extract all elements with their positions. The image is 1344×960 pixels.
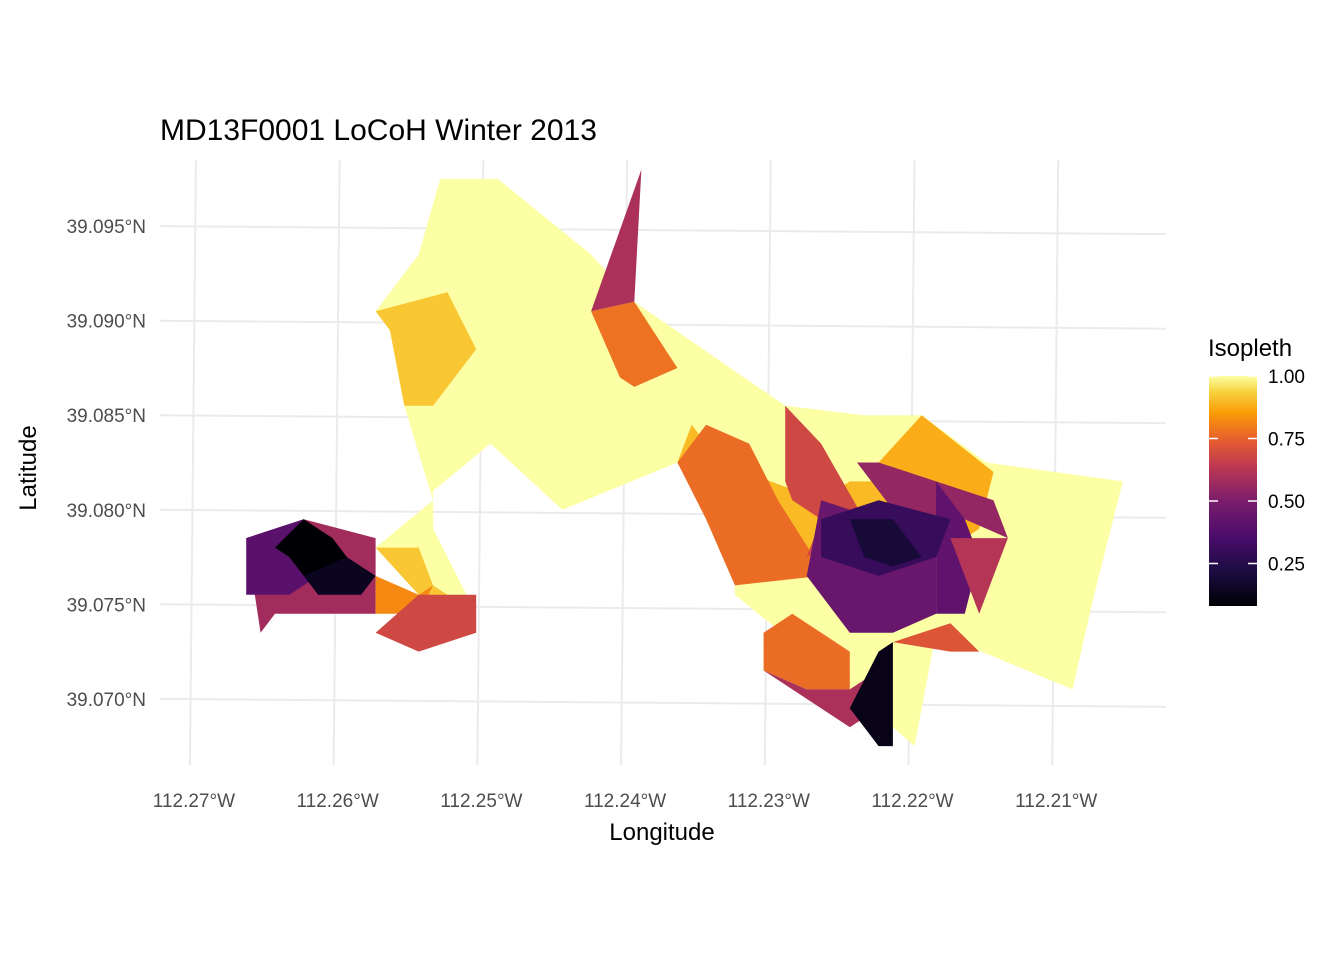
y-axis-ticks: 39.095°N 39.090°N 39.085°N 39.080°N 39.075°N… <box>67 217 146 711</box>
isopleth-polygon-24 <box>375 594 477 652</box>
legend-tick-label-2: 0.50 <box>1268 492 1305 513</box>
x-tick-label-2: 112.25°W <box>440 791 522 812</box>
isopleth-polygons <box>246 169 1123 747</box>
isopleth-polygon-18 <box>950 538 1008 614</box>
y-tick-label-0: 39.095°N <box>67 217 146 238</box>
isopleth-polygon-7 <box>677 424 822 586</box>
isopleth-polygon-4 <box>375 547 477 614</box>
x-tick-label-1: 112.26°W <box>297 791 379 812</box>
y-tick-label-5: 39.070°N <box>67 690 146 711</box>
legend: Isopleth 1.00 0.75 0.50 0.25 <box>1208 335 1305 606</box>
isopleth-polygon-5 <box>591 301 678 387</box>
x-tick-label-4: 112.23°W <box>728 791 810 812</box>
x-tick-label-5: 112.22°W <box>871 791 953 812</box>
isopleth-polygon-1 <box>375 292 477 406</box>
x-tick-label-0: 112.27°W <box>153 791 235 812</box>
isopleth-polygon-6 <box>591 169 642 312</box>
isopleth-polygon-13 <box>857 462 1008 539</box>
isopleth-polygon-10 <box>763 670 879 747</box>
y-tick-label-2: 39.085°N <box>67 406 146 427</box>
legend-colorbar <box>1209 376 1257 606</box>
x-tick-label-3: 112.24°W <box>584 791 666 812</box>
y-tick-label-4: 39.075°N <box>67 595 146 616</box>
x-gridline-0 <box>188 159 197 766</box>
isopleth-polygon-9 <box>763 613 850 690</box>
legend-tick-label-1: 0.75 <box>1268 430 1305 451</box>
y-gridline-0 <box>159 225 1167 236</box>
chart-title: MD13F0001 LoCoH Winter 2013 <box>160 114 597 147</box>
legend-ticks: 1.00 0.75 0.50 0.25 <box>1209 367 1305 576</box>
y-tick-label-1: 39.090°N <box>67 312 146 333</box>
y-gridline-5 <box>159 697 1167 708</box>
x-axis-ticks: 112.27°W 112.26°W 112.25°W 112.24°W 112.23°W… <box>153 791 1098 812</box>
isopleth-polygon-22 <box>303 557 376 595</box>
x-gridline-1 <box>332 159 341 766</box>
legend-title: Isopleth <box>1208 335 1292 362</box>
isopleth-polygon-21 <box>275 519 347 576</box>
legend-tick-label-3: 0.25 <box>1268 555 1305 576</box>
x-tick-label-6: 112.21°W <box>1015 791 1097 812</box>
y-tick-label-3: 39.080°N <box>67 501 146 522</box>
x-axis-title: Longitude <box>609 819 714 846</box>
isopleth-polygon-17 <box>849 519 922 567</box>
isopleth-polygon-11 <box>849 642 893 747</box>
y-axis-title: Latitude <box>15 425 42 510</box>
legend-tick-label-0: 1.00 <box>1268 367 1305 388</box>
isopleth-polygon-12 <box>892 623 980 652</box>
